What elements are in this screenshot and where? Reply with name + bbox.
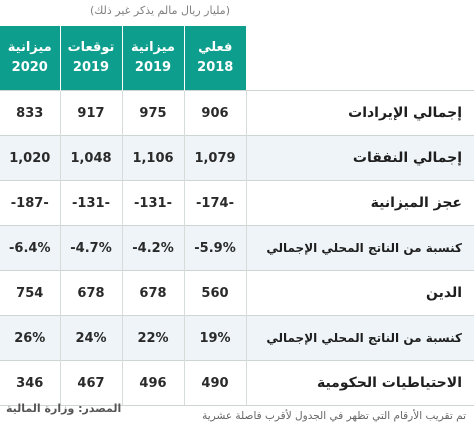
table-cell: 754 xyxy=(0,270,60,316)
column-header-forecast-2019: توقعات 2019 xyxy=(59,26,122,91)
table-cell: 346 xyxy=(0,360,60,406)
table-row: -6.4% -4.7% -4.2% -5.9% كنسبة من الناتج … xyxy=(0,225,474,271)
table-cell: 490 xyxy=(183,360,246,406)
table-row: 1,020 1,048 1,106 1,079 إجمالي النفقات xyxy=(0,135,474,181)
row-label: الدين xyxy=(245,270,474,316)
table-cell: 467 xyxy=(59,360,122,406)
header-blank xyxy=(246,26,474,91)
table-cell: -6.4% xyxy=(0,225,60,271)
table-cell: -4.2% xyxy=(121,225,184,271)
row-label: الاحتياطيات الحكومية xyxy=(245,360,474,406)
table-cell: 975 xyxy=(121,90,184,136)
source-note: المصدر: وزارة المالية xyxy=(6,402,122,415)
table-cell: -5.9% xyxy=(183,225,246,271)
table-cell: 560 xyxy=(183,270,246,316)
table-cell: 678 xyxy=(121,270,184,316)
column-header-budget-2019: ميزانية 2019 xyxy=(121,26,184,91)
table-cell: 26% xyxy=(0,315,60,361)
table-cell: 906 xyxy=(183,90,246,136)
table-cell: 19% xyxy=(183,315,246,361)
footnote: تم تقريب الأرقام التي تظهر في الجدول لأق… xyxy=(202,410,466,422)
row-label: إجمالي الإيرادات xyxy=(245,90,474,136)
row-label: كنسبة من الناتج المحلي الإجمالي xyxy=(245,225,474,271)
table-cell: -174- xyxy=(183,180,246,226)
table-cell: -187- xyxy=(0,180,60,226)
column-header-budget-2020: ميزانية 2020 xyxy=(0,26,60,91)
table-cell: 24% xyxy=(59,315,122,361)
table-cell: 496 xyxy=(121,360,184,406)
table-row: 754 678 678 560 الدين xyxy=(0,270,474,316)
table-cell: 1,048 xyxy=(59,135,122,181)
table-cell: 22% xyxy=(121,315,184,361)
table-cell: -131- xyxy=(121,180,184,226)
table-cell: 833 xyxy=(0,90,60,136)
table-cell: 1,020 xyxy=(0,135,60,181)
unit-note: (مليار ريال مالم يذكر غير ذلك) xyxy=(89,4,230,17)
table-cell: 917 xyxy=(59,90,122,136)
budget-table: ميزانية 2020 توقعات 2019 ميزانية 2019 فعلي 2… xyxy=(0,26,474,406)
table-row: 26% 24% 22% 19% كنسبة من الناتج المحلي ا… xyxy=(0,315,474,361)
row-label: كنسبة من الناتج المحلي الإجمالي xyxy=(245,315,474,361)
table-row: -187- -131- -131- -174- عجز الميزانية xyxy=(0,180,474,226)
header-row: ميزانية 2020 توقعات 2019 ميزانية 2019 فعلي 2… xyxy=(0,26,474,91)
column-header-actual-2018: فعلي 2018 xyxy=(183,26,246,91)
table-row: 346 467 496 490 الاحتياطيات الحكومية xyxy=(0,360,474,406)
table-cell: -4.7% xyxy=(59,225,122,271)
row-label: عجز الميزانية xyxy=(245,180,474,226)
row-label: إجمالي النفقات xyxy=(245,135,474,181)
table-cell: 678 xyxy=(59,270,122,316)
table-cell: 1,079 xyxy=(183,135,246,181)
table-row: 833 917 975 906 إجمالي الإيرادات xyxy=(0,90,474,136)
table-cell: 1,106 xyxy=(121,135,184,181)
table-cell: -131- xyxy=(59,180,122,226)
